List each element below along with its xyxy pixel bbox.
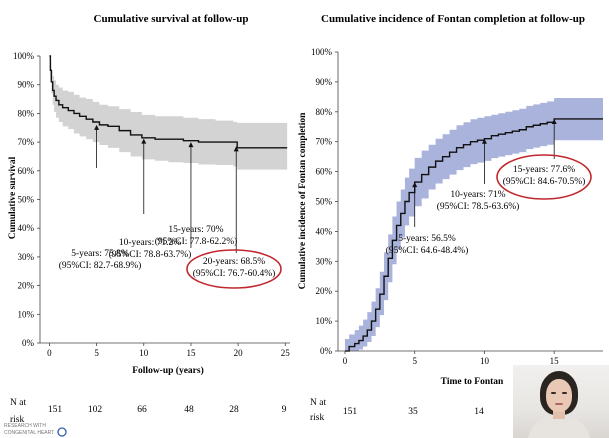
fontan-confidence-band (344, 98, 603, 352)
survival-annotation-label: 20-years: 68.5% (203, 257, 265, 267)
logo-mark-icon (57, 427, 67, 437)
logo-text-line1: RESEARCH WITH (4, 423, 46, 429)
survival-x-tick-label: 5 (94, 348, 99, 358)
fontan-risk-values: 151 35 14 (343, 407, 484, 417)
survival-x-tick-label: 25 (281, 348, 291, 358)
fontan-annotation-label: 15-years: 77.6% (513, 165, 575, 175)
survival-y-tick-label: 60% (18, 166, 35, 176)
fontan-y-tick-label: 70% (316, 137, 333, 147)
fontan-y-tick-label: 100% (311, 47, 333, 57)
presenter-eye-left (551, 392, 556, 394)
survival-y-tick-label: 100% (13, 51, 35, 61)
presenter-shirt (527, 415, 591, 438)
survival-y-tick-label: 10% (18, 309, 35, 319)
survival-y-axis-label: Cumulative survival (8, 156, 18, 239)
survival-annotation-arrowhead (233, 146, 239, 152)
logo-text-line2: CONGENITAL HEART (4, 430, 54, 436)
survival-risk-value: 151 (48, 405, 63, 415)
survival-annotation-label: (95%CI: 76.7-60.4%) (193, 268, 276, 279)
survival-annotation-label: (95%CI: 78.8-63.7%) (109, 249, 192, 260)
fontan-x-tick-label: 10 (480, 356, 490, 366)
presenter-mouth (555, 403, 563, 405)
fontan-chart-title: Cumulative incidence of Fontan completio… (321, 13, 585, 25)
presenter-eye-right (562, 392, 567, 394)
fontan-y-tick-label: 60% (316, 167, 333, 177)
survival-x-tick-label: 0 (47, 348, 52, 358)
fontan-annotation-label: 10-years: 71% (450, 190, 505, 200)
survival-y-tick-label: 90% (18, 80, 35, 90)
survival-risk-value: 28 (229, 405, 239, 415)
fontan-risk-value: 35 (408, 407, 418, 417)
survival-x-axis-label: Follow-up (years) (132, 365, 204, 376)
fontan-x-axis-label: Time to Fontan (441, 377, 504, 387)
fontan-y-tick-label: 90% (316, 77, 333, 87)
fontan-y-axis-label: Cumulative incidence of Fontan completio… (298, 112, 308, 290)
survival-x-tick-label: 15 (186, 348, 196, 358)
fontan-risk-table: N at risk 151 35 14 (310, 398, 484, 423)
survival-annotation-label: 15-years: 70% (168, 225, 223, 235)
fontan-risk-value: 14 (474, 407, 484, 417)
fontan-highlight-ellipse (496, 154, 592, 200)
survival-y-tick-label: 70% (18, 137, 35, 147)
survival-step-curve (49, 55, 288, 149)
survival-chart: Cumulative survival at follow-up Cumulat… (8, 13, 290, 376)
survival-highlight-ellipse (186, 249, 282, 289)
fontan-y-tick-label: 20% (316, 286, 333, 296)
survival-y-tick-label: 30% (18, 252, 35, 262)
survival-y-tick-label: 80% (18, 108, 35, 118)
survival-annotation-label: 10-years: 71.2% (119, 238, 181, 248)
fontan-chart: Cumulative incidence of Fontan completio… (298, 13, 603, 387)
survival-risk-value: 102 (88, 405, 103, 415)
fontan-annotation-arrowhead (481, 138, 487, 144)
survival-x-tick-label: 10 (139, 348, 149, 358)
fontan-y-tick-label: 10% (316, 316, 333, 326)
survival-risk-value: 9 (282, 405, 287, 415)
fontan-annotation-arrowhead (412, 182, 418, 188)
fontan-y-tick-label: 80% (316, 107, 333, 117)
webcam-overlay (513, 365, 609, 438)
presenter-neck (553, 409, 565, 419)
survival-risk-values: 151 102 66 48 28 9 (48, 405, 287, 415)
fontan-x-tick-label: 0 (343, 356, 348, 366)
survival-x-tick-label: 20 (234, 348, 244, 358)
fontan-annotation-label: (95%CI: 78.5-63.6%) (437, 201, 520, 212)
fontan-annotation-label: (95%CI: 64.6-48.4%) (386, 245, 469, 256)
fontan-risk-value: 151 (343, 407, 358, 417)
congenital-heart-logo: RESEARCH WITH CONGENITAL HEART (4, 423, 67, 437)
survival-y-tick-label: 20% (18, 281, 35, 291)
survival-risk-value: 66 (137, 405, 147, 415)
survival-annotation-arrowhead (141, 138, 147, 144)
survival-annotation-label: (95%CI: 77.8-62.2%) (155, 236, 238, 247)
fontan-x-tick-label: 5 (412, 356, 417, 366)
survival-annotation-label: 5-years: 75.8% (71, 249, 129, 259)
survival-annotation-arrowhead (188, 142, 194, 148)
survival-risk-table: N at risk 151 102 66 48 28 9 (10, 398, 287, 425)
fontan-step-curve (344, 118, 603, 352)
fontan-risk-label-line1: N at (310, 398, 326, 408)
fontan-x-tick-label: 15 (550, 356, 560, 366)
fontan-annotation-label: (95%CI: 84.6-70.5%) (503, 176, 586, 187)
survival-y-tick-label: 0% (22, 338, 35, 348)
survival-risk-label-line1: N at (10, 398, 26, 408)
fontan-y-tick-label: 0% (320, 346, 333, 356)
survival-chart-title: Cumulative survival at follow-up (94, 13, 249, 25)
fontan-y-tick-label: 50% (316, 197, 333, 207)
fontan-annotation-label: 5-years: 56.5% (398, 234, 456, 244)
fontan-y-tick-label: 30% (316, 256, 333, 266)
survival-y-tick-label: 50% (18, 195, 35, 205)
fontan-annotation-arrowhead (551, 118, 557, 124)
survival-annotation-label: (95%CI: 82.7-68.9%) (59, 260, 142, 271)
survival-risk-value: 48 (184, 405, 194, 415)
fontan-plot-area: 0% 10% 20% 30% 40% 50% 60% 70% 80% 90% 100% 0 5 10 15 5… (311, 47, 603, 366)
fontan-risk-label-line2: risk (310, 413, 325, 423)
presenter-face (546, 379, 572, 412)
fontan-y-tick-label: 40% (316, 226, 333, 236)
survival-annotation-arrowhead (94, 124, 100, 130)
survival-plot-area: 0% 10% 20% 30% 40% 50% 60% 70% 80% 90% 100% 0 5 10 15 2… (13, 51, 290, 358)
survival-risk-label-line2: risk (10, 415, 25, 425)
survival-confidence-band (49, 56, 288, 170)
survival-y-tick-label: 40% (18, 223, 35, 233)
